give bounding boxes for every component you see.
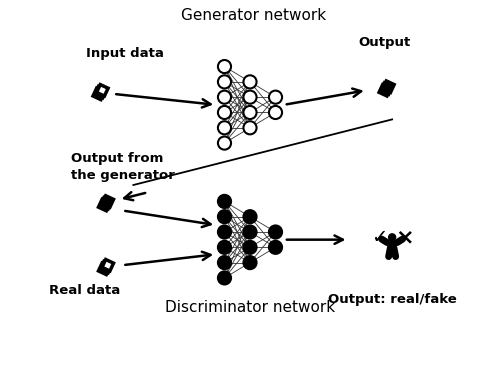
Text: Discriminator network: Discriminator network [165,300,335,314]
Polygon shape [95,86,106,98]
Circle shape [244,75,256,88]
Circle shape [218,91,231,104]
Polygon shape [102,196,114,207]
Circle shape [218,121,231,134]
Circle shape [244,91,256,104]
Polygon shape [379,84,390,96]
Circle shape [218,137,231,149]
Circle shape [269,241,282,254]
Circle shape [218,256,231,269]
Circle shape [218,60,231,73]
Circle shape [269,225,282,239]
Circle shape [244,225,256,239]
Polygon shape [100,198,112,209]
Text: ✓: ✓ [372,228,388,247]
Circle shape [244,106,256,119]
Circle shape [218,225,231,239]
Text: Real data: Real data [48,284,120,297]
Circle shape [244,210,256,223]
Text: ×: × [396,227,414,247]
Circle shape [218,210,231,223]
Polygon shape [98,199,110,211]
Circle shape [269,91,282,104]
Text: Generator network: Generator network [181,8,326,23]
Circle shape [244,241,256,254]
Polygon shape [93,88,104,100]
Text: Output from
the generator: Output from the generator [70,152,174,182]
Polygon shape [382,81,394,92]
Polygon shape [98,263,110,275]
Polygon shape [381,83,392,94]
Circle shape [218,75,231,88]
Circle shape [244,121,256,134]
Circle shape [388,234,396,241]
Text: Input data: Input data [86,47,164,60]
Circle shape [218,106,231,119]
Text: Output: real/fake: Output: real/fake [328,293,456,306]
Polygon shape [96,85,108,96]
Circle shape [269,106,282,119]
Circle shape [218,241,231,254]
Circle shape [218,195,231,208]
Polygon shape [100,261,112,273]
Circle shape [218,271,231,285]
Polygon shape [387,241,397,248]
Text: Output: Output [358,36,411,49]
Polygon shape [102,259,114,271]
Circle shape [244,256,256,269]
